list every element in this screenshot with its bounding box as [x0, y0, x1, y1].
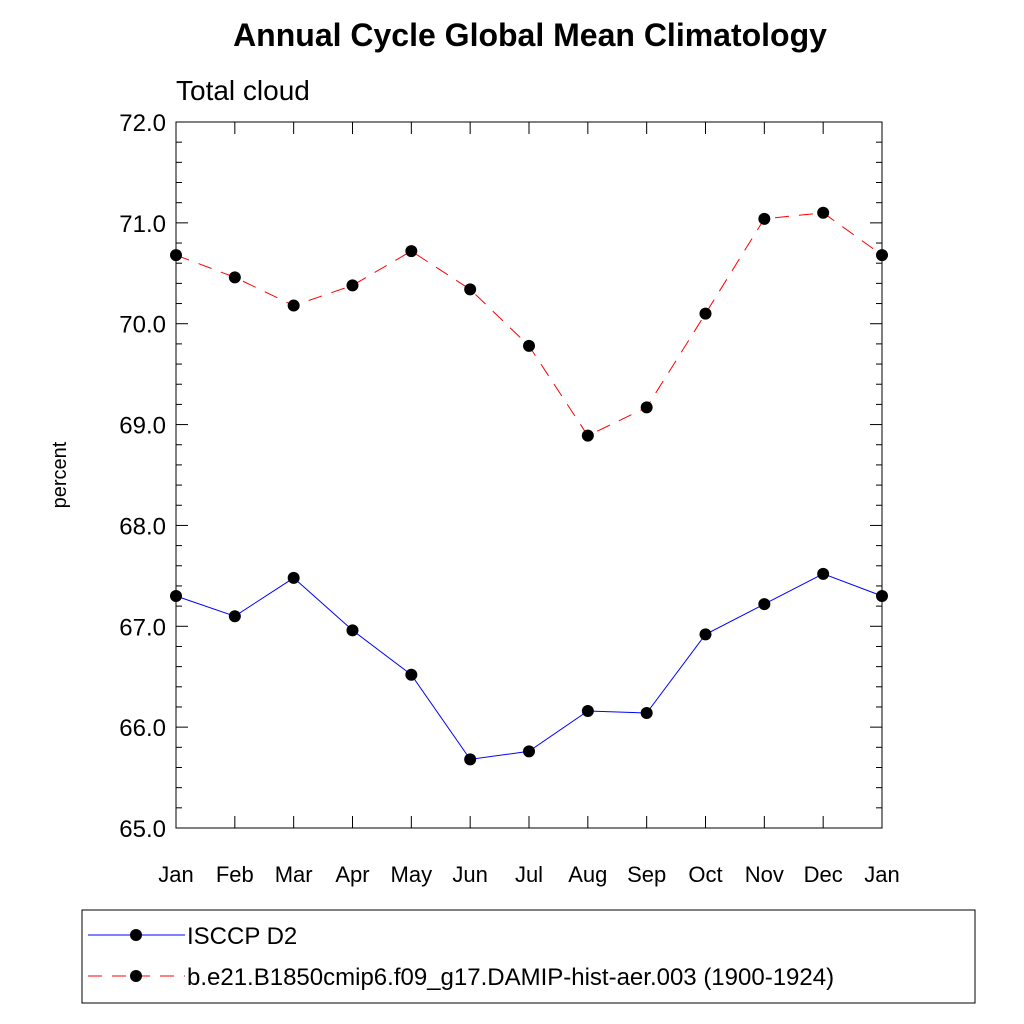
- x-tick-label: Jan: [864, 862, 899, 887]
- legend: ISCCP D2 b.e21.B1850cmip6.f09_g17.DAMIP-…: [88, 923, 834, 991]
- series-layer: [170, 206, 888, 766]
- x-tick-label: Oct: [688, 862, 722, 887]
- x-tick-label: Jun: [452, 862, 487, 887]
- plot-frame: [175, 121, 883, 829]
- x-tick-label: Mar: [275, 862, 313, 887]
- y-tick-label: 68.0: [119, 513, 166, 540]
- y-tick-label: 70.0: [119, 312, 166, 339]
- data-point-series-1: [346, 279, 359, 292]
- data-point-series-0: [228, 610, 241, 623]
- data-point-series-1: [817, 206, 830, 219]
- x-tick-label: May: [391, 862, 433, 887]
- data-point-series-0: [170, 590, 182, 603]
- series-line-0: [175, 573, 883, 760]
- data-point-series-0: [640, 707, 653, 720]
- data-point-series-0: [464, 753, 477, 766]
- x-tick-label: Aug: [568, 862, 607, 887]
- x-tick-label: Jan: [158, 862, 193, 887]
- data-point-series-0: [817, 567, 830, 580]
- data-point-series-1: [699, 307, 712, 320]
- data-point-series-0: [405, 668, 418, 681]
- y-tick-label: 69.0: [119, 413, 166, 440]
- data-point-series-1: [228, 271, 241, 284]
- data-point-series-0: [581, 705, 594, 718]
- data-point-series-0: [287, 571, 300, 584]
- data-point-series-1: [581, 429, 594, 442]
- data-point-series-1: [464, 283, 477, 296]
- legend-label-model: b.e21.B1850cmip6.f09_g17.DAMIP-hist-aer.…: [187, 964, 834, 991]
- y-axis-label: percent: [49, 441, 71, 508]
- data-point-series-1: [523, 339, 535, 352]
- y-tick-label: 67.0: [119, 614, 166, 641]
- data-point-series-1: [758, 212, 771, 225]
- x-tick-label: Dec: [804, 862, 843, 887]
- chart-subtitle: Total cloud: [176, 75, 310, 106]
- legend-box: [81, 909, 976, 1004]
- y-tick-label: 65.0: [119, 816, 166, 843]
- data-point-series-0: [876, 590, 888, 603]
- data-point-series-0: [523, 745, 535, 758]
- data-point-series-1: [287, 299, 300, 312]
- x-tick-label: Feb: [216, 862, 254, 887]
- data-point-series-1: [876, 249, 888, 262]
- y-tick-label: 72.0: [119, 110, 166, 137]
- chart-title: Annual Cycle Global Mean Climatology: [233, 17, 827, 53]
- legend-label-isccp: ISCCP D2: [187, 923, 297, 950]
- legend-marker-isccp: [130, 929, 142, 941]
- data-point-series-0: [758, 598, 771, 611]
- x-tick-label: Sep: [627, 862, 666, 887]
- data-point-series-1: [640, 401, 653, 414]
- data-point-series-1: [405, 245, 418, 258]
- data-point-series-1: [170, 249, 182, 262]
- legend-marker-model: [130, 970, 142, 982]
- y-tick-label: 71.0: [119, 211, 166, 238]
- x-tick-label: Jul: [515, 862, 543, 887]
- series-line-1: [175, 212, 883, 437]
- axes: 65.0 66.0 67.0 68.0 69.0 70.0 71.0 72.0 Jan Feb Ma…: [119, 110, 899, 887]
- data-point-series-0: [346, 624, 359, 637]
- x-tick-label: Apr: [335, 862, 369, 887]
- y-tick-label: 66.0: [119, 715, 166, 742]
- data-point-series-0: [699, 628, 712, 641]
- x-tick-label: Nov: [745, 862, 784, 887]
